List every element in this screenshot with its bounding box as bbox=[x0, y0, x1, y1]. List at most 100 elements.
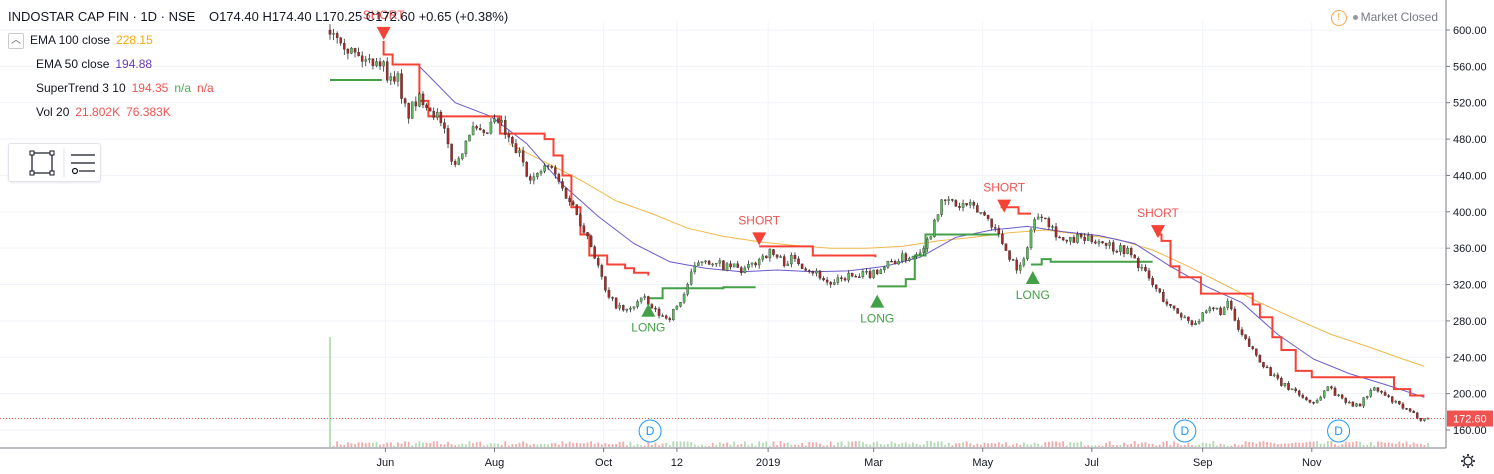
candle-body bbox=[493, 118, 496, 123]
time-tick-label: May bbox=[972, 457, 993, 469]
time-axis[interactable]: Jun Aug Oct 12 2019 Mar May Jul Sep Nov bbox=[0, 447, 1475, 469]
candle-body bbox=[811, 271, 815, 274]
candle-body bbox=[468, 134, 471, 142]
volume-bar bbox=[586, 442, 589, 447]
volume-bar bbox=[758, 441, 761, 447]
volume-bar bbox=[593, 443, 596, 447]
settings-lines-icon[interactable] bbox=[71, 154, 95, 175]
volume-bar bbox=[1319, 443, 1322, 447]
volume-bar bbox=[1416, 443, 1419, 447]
volume-bar bbox=[922, 444, 925, 447]
volume-bar bbox=[954, 443, 957, 447]
ohlc-readout: O174.40 H174.40 L170.25 C172.60 +0.65 (+… bbox=[208, 9, 509, 24]
indicator-ema50[interactable]: EMA 50 close 194.88 bbox=[36, 57, 152, 71]
candle-body bbox=[328, 29, 332, 35]
candle-body bbox=[847, 272, 850, 281]
candle-body bbox=[586, 232, 589, 237]
dividend-marker-label: D bbox=[646, 424, 655, 438]
volume-bar bbox=[819, 443, 821, 447]
volume-bar bbox=[761, 442, 764, 447]
volume-bar bbox=[429, 443, 432, 447]
indicator-supertrend[interactable]: SuperTrend 3 10 194.35 n/a n/a bbox=[36, 81, 214, 95]
candle-body bbox=[854, 276, 858, 278]
volume-bar bbox=[1180, 445, 1183, 447]
candle-body bbox=[1315, 400, 1319, 404]
time-tick-label: Sep bbox=[1193, 457, 1213, 469]
volume-bar bbox=[790, 444, 793, 447]
candle-body bbox=[1101, 241, 1104, 244]
candle-body bbox=[668, 318, 672, 321]
symbol-title[interactable]: INDOSTAR CAP FIN · 1D · NSE bbox=[8, 9, 196, 24]
candle-body bbox=[575, 204, 579, 215]
volume-bar bbox=[854, 440, 857, 447]
volume-bar bbox=[883, 444, 886, 447]
candle-body bbox=[439, 111, 443, 123]
candle-body bbox=[682, 294, 686, 303]
volume-bar bbox=[450, 444, 453, 447]
volume-bar bbox=[665, 442, 668, 447]
volume-bar bbox=[1330, 441, 1333, 447]
chevron-up-icon[interactable]: ︿ bbox=[8, 33, 24, 49]
volume-bar bbox=[493, 443, 496, 447]
candle-body bbox=[443, 122, 446, 129]
volume-bar bbox=[1359, 442, 1361, 447]
volume-bar bbox=[869, 444, 871, 447]
supertrend-bear-segment bbox=[759, 245, 877, 258]
volume-bar bbox=[554, 442, 557, 447]
candle-body bbox=[1333, 387, 1337, 396]
volume-bar bbox=[346, 442, 349, 447]
supertrend-bear-segment bbox=[382, 40, 650, 276]
volume-bar bbox=[372, 442, 374, 447]
volume-bar bbox=[1065, 445, 1068, 447]
volume-bar bbox=[497, 443, 499, 447]
candle-body bbox=[664, 315, 668, 319]
long-arrow-icon bbox=[641, 303, 656, 317]
price-axis[interactable]: 160.00 200.00 240.00 280.00 320.00 360.00 400.… bbox=[1445, 0, 1494, 474]
candle-body bbox=[1308, 399, 1312, 403]
volume-bar bbox=[404, 441, 407, 447]
candle-body bbox=[1165, 301, 1169, 305]
volume-bar bbox=[432, 441, 435, 447]
candle-body bbox=[596, 258, 600, 266]
volume-bar bbox=[1098, 445, 1100, 447]
volume-bar bbox=[661, 443, 664, 447]
market-status[interactable]: ! Market Closed bbox=[1330, 10, 1438, 26]
candle-body bbox=[1147, 270, 1151, 279]
volume-bar bbox=[543, 443, 546, 447]
candle-body bbox=[1358, 403, 1362, 407]
volume-bar bbox=[815, 442, 818, 447]
volume-bar bbox=[965, 441, 968, 447]
candle-body bbox=[822, 278, 825, 281]
volume-bar bbox=[647, 440, 650, 447]
volume-bar bbox=[547, 444, 550, 447]
candle-body bbox=[754, 262, 757, 266]
ema50-line bbox=[419, 66, 1425, 398]
volume-bar bbox=[804, 445, 807, 447]
candle-body bbox=[550, 166, 553, 168]
candle-body bbox=[589, 235, 593, 247]
volume-bar bbox=[668, 445, 671, 447]
volume-bar bbox=[1223, 444, 1226, 447]
volume-bar bbox=[858, 441, 861, 447]
volume-bar bbox=[690, 442, 693, 447]
candle-body bbox=[1158, 288, 1162, 293]
candle-body bbox=[1197, 321, 1201, 324]
indicator-ema100[interactable]: ︿ EMA 100 close 228.15 bbox=[8, 33, 153, 49]
ema50-series bbox=[419, 66, 1425, 398]
indicator-volume[interactable]: Vol 20 21.802K 76.383K bbox=[36, 105, 171, 119]
candle-body bbox=[421, 93, 425, 106]
candle-body bbox=[1301, 395, 1305, 398]
volume-bar bbox=[1019, 444, 1022, 447]
candle-body bbox=[1215, 307, 1219, 310]
volume-bar bbox=[350, 443, 353, 447]
rectangle-tool-icon[interactable] bbox=[29, 150, 55, 176]
volume-bar bbox=[1269, 442, 1272, 447]
gear-icon[interactable] bbox=[1461, 454, 1475, 468]
volume-bar bbox=[368, 442, 371, 447]
volume-bar bbox=[468, 441, 471, 447]
short-signal-label: SHORT bbox=[1137, 206, 1179, 220]
indicator-value: 194.35 bbox=[131, 81, 169, 95]
candle-body bbox=[915, 254, 918, 257]
